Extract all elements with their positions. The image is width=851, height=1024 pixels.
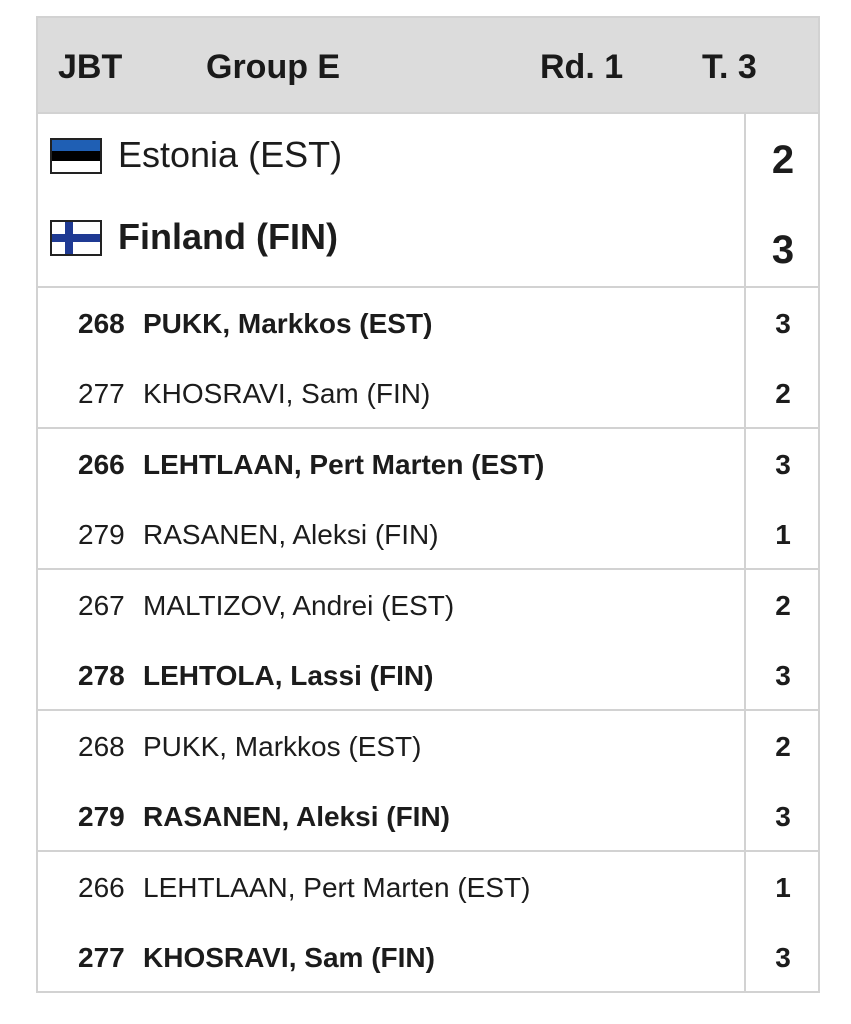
player-number: 279 [78,519,125,550]
player-name: LEHTOLA, Lassi (FIN) [143,660,434,691]
player-score: 2 [775,590,791,621]
player-row[interactable]: 268 PUKK, Markkos (EST) 3 [38,288,818,358]
player-name: LEHTLAAN, Pert Marten (EST) [143,872,531,903]
match-result-card: JBT Group E Rd. 1 T. 3 Estonia (EST) 2 [36,16,820,993]
player-name: KHOSRAVI, Sam (FIN) [143,942,435,973]
board-match[interactable]: 268 PUKK, Markkos (EST) 3 277 KHOSRAVI, Sam … [36,288,820,429]
player-row[interactable]: 277 KHOSRAVI, Sam (FIN) 3 [38,922,818,992]
player-number: 278 [78,660,125,691]
score-divider [744,711,746,850]
estonia-flag-icon [50,138,102,174]
player-row[interactable]: 278 LEHTOLA, Lassi (FIN) 3 [38,640,818,710]
player-name: PUKK, Markkos (EST) [143,308,433,339]
player-name: RASANEN, Aleksi (FIN) [143,801,451,832]
score-divider [744,852,746,991]
player-score: 3 [775,660,791,691]
player-number: 267 [78,590,125,621]
score-divider [744,429,746,568]
match-header: JBT Group E Rd. 1 T. 3 [36,16,820,114]
player-score: 1 [775,872,791,903]
score-divider [744,570,746,709]
player-score: 3 [775,801,791,832]
player-score: 2 [775,731,791,762]
player-number: 266 [78,872,125,903]
score-divider [744,114,746,286]
team-name: Finland (FIN) [118,216,338,257]
board-match[interactable]: 267 MALTIZOV, Andrei (EST) 2 278 LEHTOLA, La… [36,570,820,711]
player-row[interactable]: 266 LEHTLAAN, Pert Marten (EST) 1 [38,852,818,922]
player-row[interactable]: 268 PUKK, Markkos (EST) 2 [38,711,818,781]
player-row[interactable]: 266 LEHTLAAN, Pert Marten (EST) 3 [38,429,818,499]
player-score: 2 [775,378,791,409]
player-score: 3 [775,308,791,339]
group-label: Group E [206,48,341,86]
player-name: RASANEN, Aleksi (FIN) [143,519,439,550]
player-name: LEHTLAAN, Pert Marten (EST) [143,449,545,480]
team-score: 2 [771,138,795,182]
board-match[interactable]: 268 PUKK, Markkos (EST) 2 279 RASANEN, Aleks… [36,711,820,852]
player-number: 277 [78,378,125,409]
player-score: 3 [775,942,791,973]
board-match[interactable]: 266 LEHTLAAN, Pert Marten (EST) 3 279 RASANE… [36,429,820,570]
player-name: PUKK, Markkos (EST) [143,731,422,762]
finland-flag-icon [50,220,102,256]
player-number: 266 [78,449,125,480]
team-score: 3 [771,228,795,272]
player-row[interactable]: 279 RASANEN, Aleksi (FIN) 1 [38,499,818,569]
event-label: JBT [58,48,123,86]
round-label: Rd. 1 [540,48,624,86]
player-number: 279 [78,801,125,832]
player-number: 268 [78,308,125,339]
player-row[interactable]: 277 KHOSRAVI, Sam (FIN) 2 [38,358,818,428]
team-row-finland[interactable]: Finland (FIN) 3 [38,208,818,272]
player-row[interactable]: 279 RASANEN, Aleksi (FIN) 3 [38,781,818,851]
team-row-estonia[interactable]: Estonia (EST) 2 [38,126,818,186]
player-name: KHOSRAVI, Sam (FIN) [143,378,431,409]
team-summary: Estonia (EST) 2 Finland (FIN) 3 [36,114,820,288]
player-number: 268 [78,731,125,762]
table-label: T. 3 [702,48,757,86]
player-number: 277 [78,942,125,973]
score-divider [744,288,746,427]
team-name: Estonia (EST) [118,134,343,175]
player-score: 3 [775,449,791,480]
player-row[interactable]: 267 MALTIZOV, Andrei (EST) 2 [38,570,818,640]
player-score: 1 [775,519,791,550]
board-match[interactable]: 266 LEHTLAAN, Pert Marten (EST) 1 277 KHOSRA… [36,852,820,993]
player-name: MALTIZOV, Andrei (EST) [143,590,455,621]
board-matches: 268 PUKK, Markkos (EST) 3 277 KHOSRAVI, Sam … [36,288,820,993]
